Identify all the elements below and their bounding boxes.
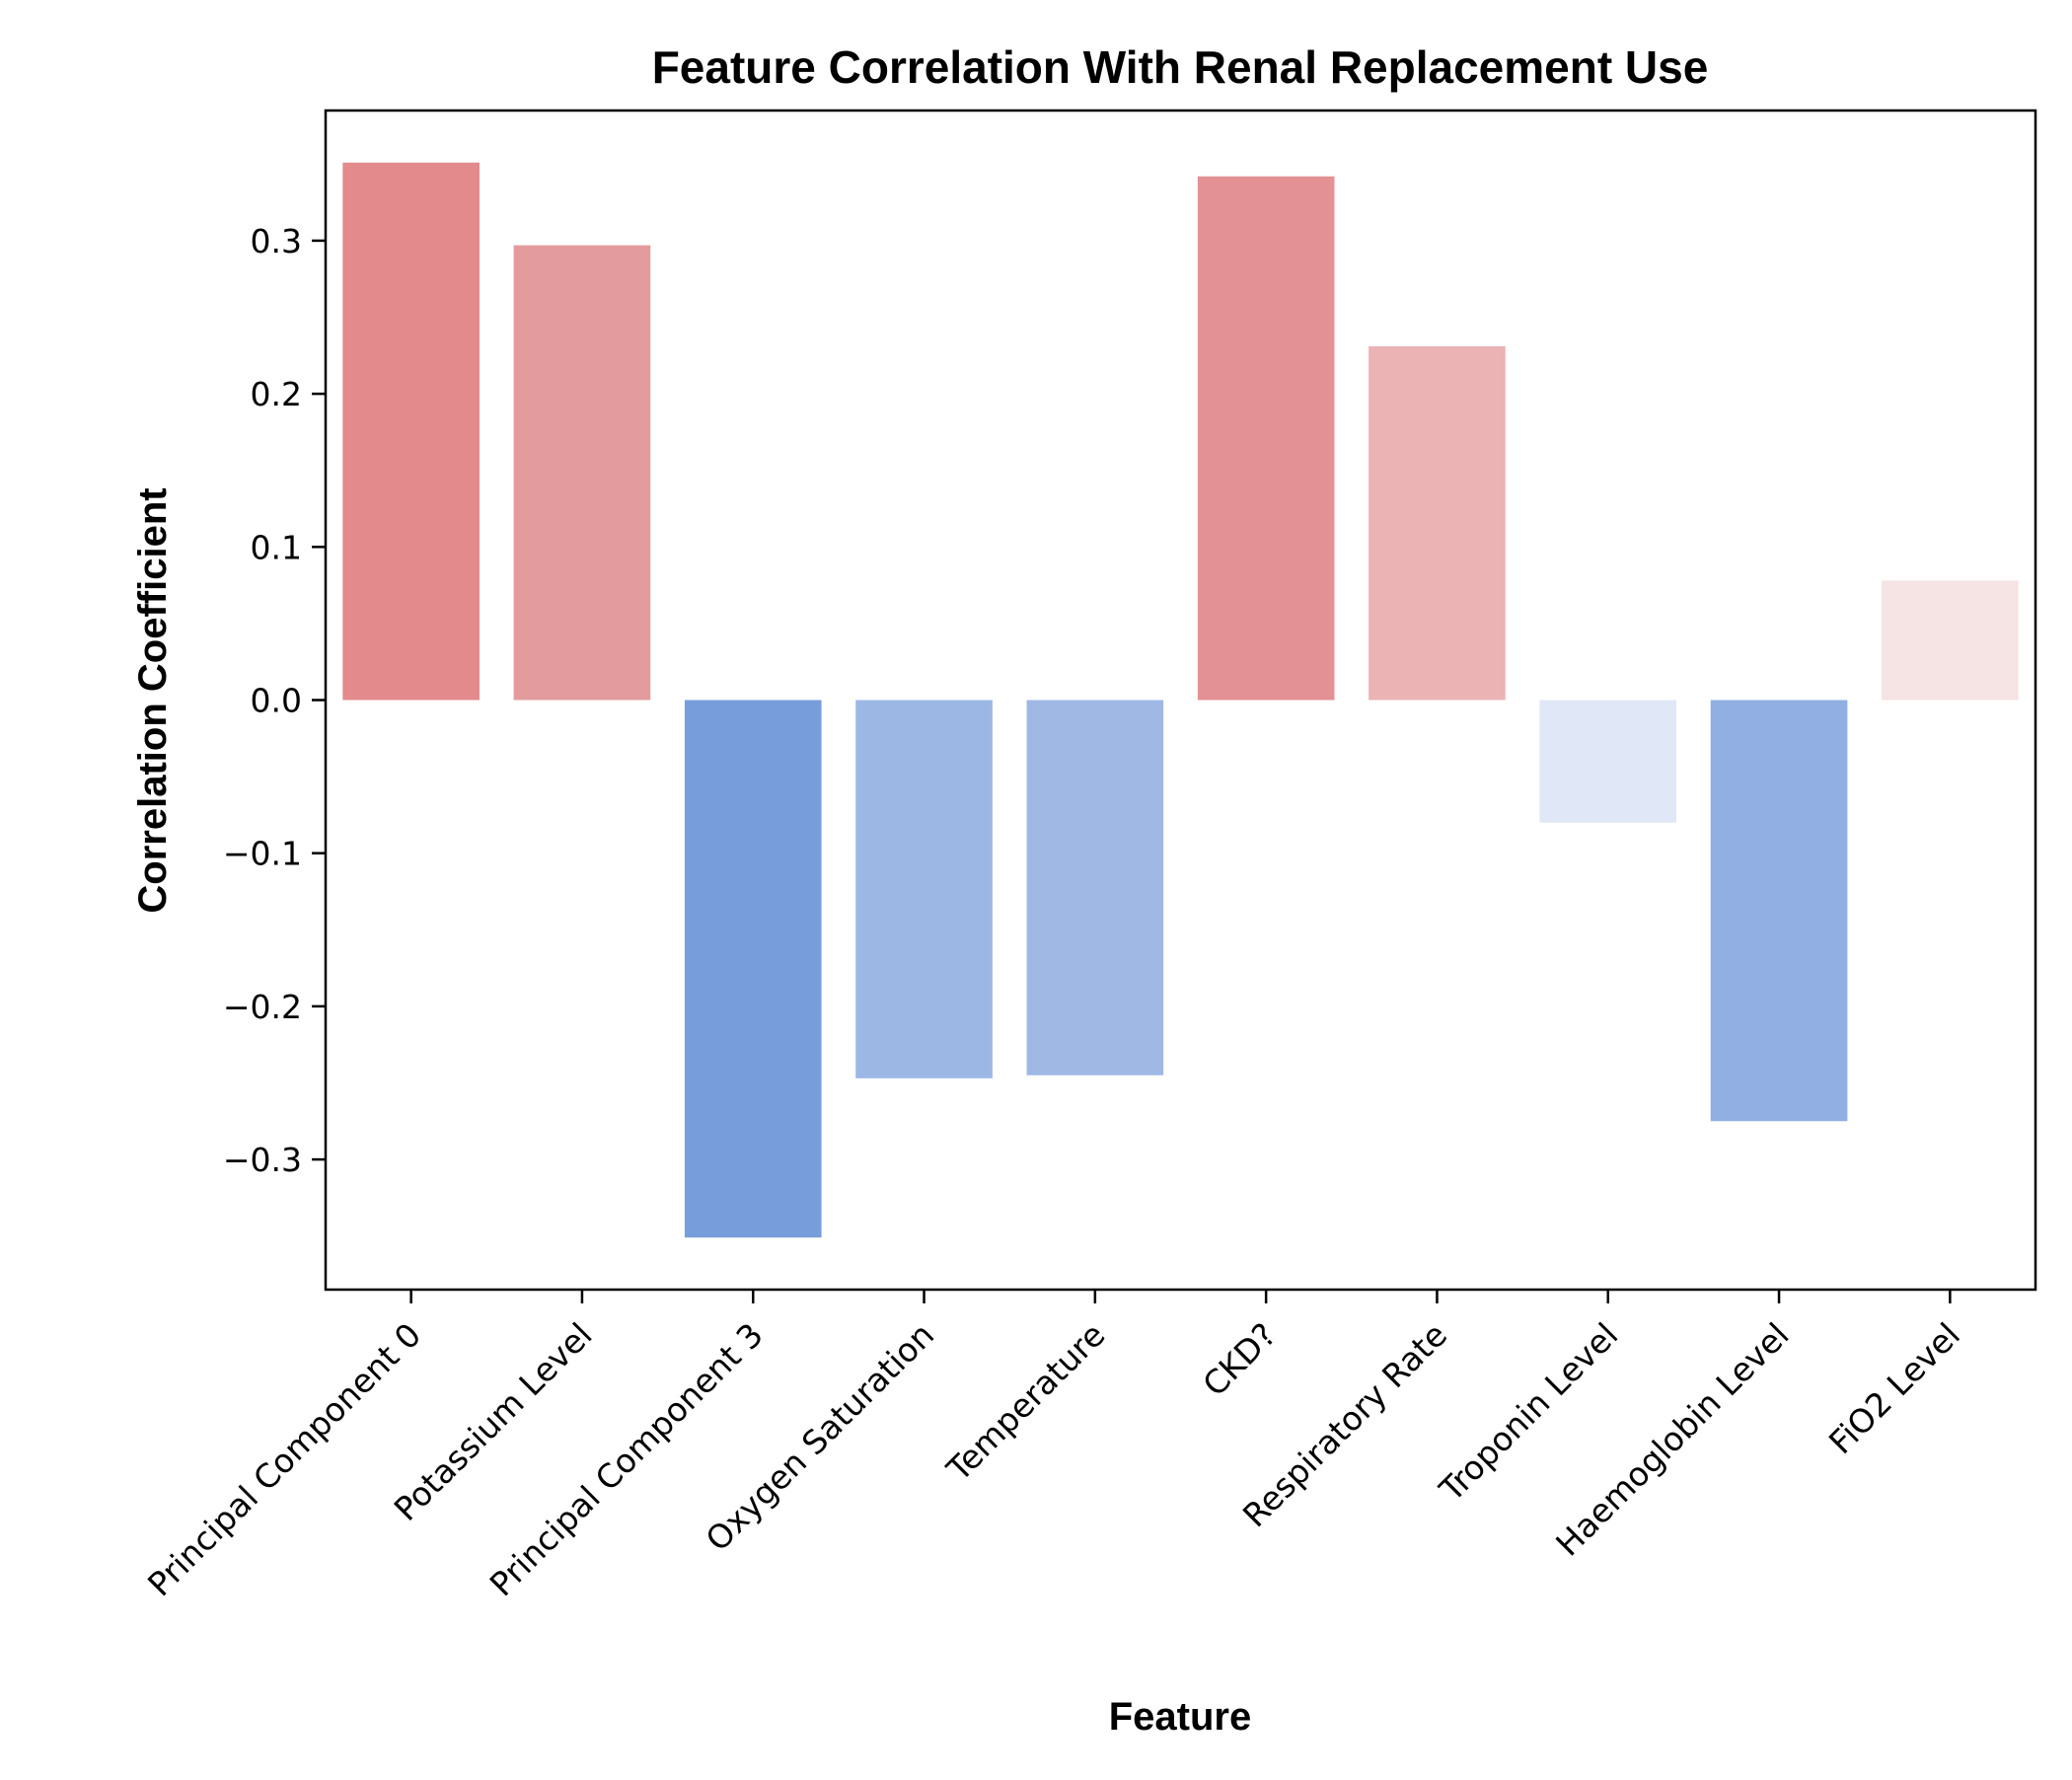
x-tick-label: CKD?: [1195, 1315, 1284, 1404]
bars-layer: [342, 162, 2019, 1238]
x-tick-label: Principal Component 3: [482, 1315, 771, 1603]
y-tick-label: 0.2: [251, 375, 302, 413]
y-tick-label: −0.2: [223, 988, 302, 1026]
chart-title: Feature Correlation With Renal Replaceme…: [652, 41, 1709, 93]
bar-9: [1882, 580, 2019, 701]
bar-8: [1710, 700, 1848, 1122]
x-tick-label: Principal Component 0: [140, 1315, 428, 1603]
y-tick-label: 0.1: [251, 528, 302, 566]
bar-2: [684, 700, 822, 1238]
y-axis: −0.3 −0.2 −0.1 0.0 0.1 0.2 0.3: [223, 222, 326, 1179]
bar-1: [513, 245, 651, 701]
bar-5: [1197, 176, 1335, 701]
y-tick-label: 0.0: [251, 682, 302, 720]
x-tick-label: Troponin Level: [1432, 1315, 1626, 1510]
y-tick-label: −0.3: [223, 1141, 302, 1179]
x-tick-label: Temperature: [938, 1315, 1112, 1489]
x-tick-label: FiO2 Level: [1821, 1315, 1967, 1461]
bar-6: [1369, 346, 1506, 701]
y-tick-label: 0.3: [251, 222, 302, 260]
plot-frame: [324, 109, 2037, 1292]
x-axis-title: Feature: [1109, 1695, 1252, 1739]
bar-7: [1539, 700, 1677, 823]
bar-0: [342, 162, 480, 701]
bar-3: [855, 700, 993, 1078]
bar-4: [1026, 700, 1164, 1075]
y-axis-title: Correlation Coefficient: [131, 487, 175, 913]
y-tick-label: −0.1: [223, 835, 302, 873]
